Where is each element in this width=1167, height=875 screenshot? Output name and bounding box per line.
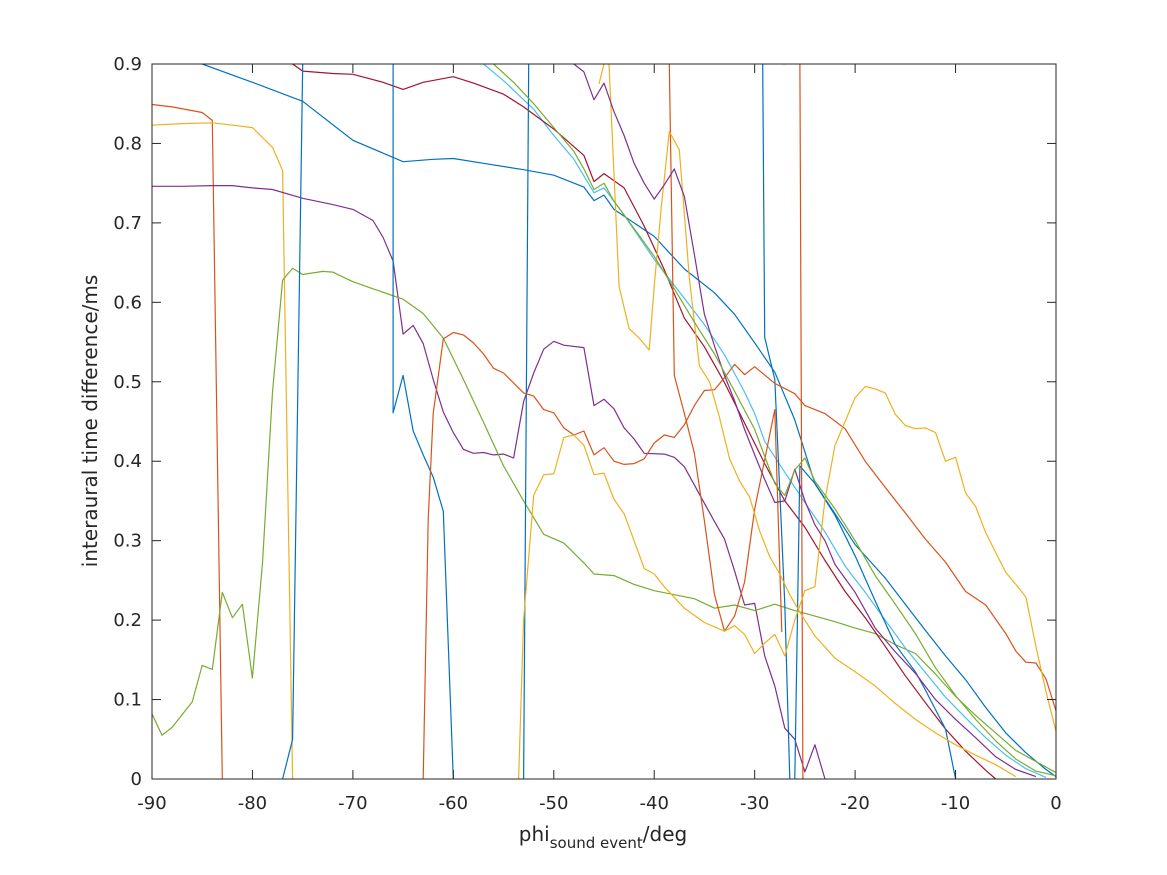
x-tick-label: -80: [238, 793, 267, 814]
series-line-18: [598, 64, 605, 85]
y-tick-label: 0.3: [113, 531, 142, 552]
x-tick-label: -20: [840, 793, 869, 814]
series-line-2: [152, 103, 223, 779]
series-line-4: [152, 185, 826, 779]
x-axis-label: phisound event/deg: [519, 822, 687, 852]
series-line-20: [573, 64, 1037, 778]
series-line-9: [392, 64, 454, 779]
y-tick-label: 0.2: [113, 610, 142, 631]
x-tick-label: -10: [941, 793, 970, 814]
x-tick-label: -50: [539, 793, 568, 814]
series-line-17: [518, 385, 1056, 779]
series-line-16: [799, 64, 804, 779]
x-tick-label: -40: [640, 793, 669, 814]
x-tick-label: -90: [137, 793, 166, 814]
series-layer: [152, 64, 1056, 779]
x-tick-label: -70: [338, 793, 367, 814]
series-line-6: [483, 64, 1047, 778]
y-tick-label: 0.1: [113, 690, 142, 711]
series-line-8: [282, 64, 304, 779]
series-line-11: [762, 64, 791, 779]
series-line-12: [794, 465, 957, 779]
series-line-1: [201, 64, 1056, 778]
x-tick-label: -60: [439, 793, 468, 814]
x-tick-label: 0: [1050, 793, 1061, 814]
series-line-13: [422, 331, 1056, 779]
y-tick-label: 0.9: [113, 54, 142, 75]
plot-area: [152, 64, 1056, 779]
series-line-10: [522, 64, 530, 779]
x-tick-label: -30: [740, 793, 769, 814]
ticks-layer: -90 -80 -70 -60 -50 -40 -30 -20 -10 0 0 0.1 0.2 0.3 0.…: [113, 54, 1061, 814]
y-tick-label: 0.4: [113, 451, 142, 472]
y-tick-label: 0: [131, 769, 142, 790]
y-tick-label: 0.5: [113, 372, 142, 393]
y-tick-label: 0.8: [113, 133, 142, 154]
y-axis-label: interaural time difference/ms: [78, 275, 102, 568]
axes-box: [151, 63, 1057, 780]
y-tick-label: 0.7: [113, 213, 142, 234]
y-tick-label: 0.6: [113, 292, 142, 313]
series-line-21: [493, 64, 1056, 777]
series-line-7: [292, 64, 997, 779]
series-line-3: [152, 122, 294, 779]
series-line-19: [608, 64, 1017, 778]
series-line-5: [152, 267, 1056, 774]
